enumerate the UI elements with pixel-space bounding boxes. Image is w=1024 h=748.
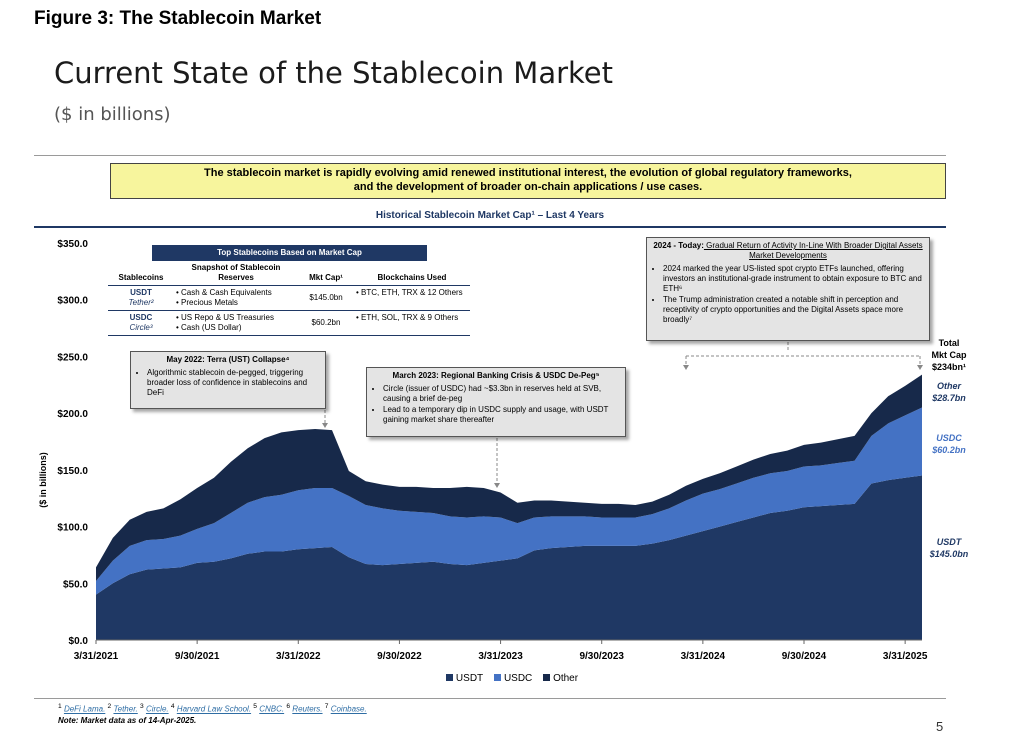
x-tick-label: 3/31/2025 (883, 651, 928, 662)
x-tick-label: 9/30/2024 (782, 651, 827, 662)
summary-banner: The stablecoin market is rapidly evolvin… (110, 163, 946, 199)
usdt-label: USDT $145.0bn (929, 537, 969, 559)
page-title: Current State of the Stablecoin Market (54, 56, 613, 90)
y-tick-label: $0.0 (69, 636, 89, 647)
col-header-chains: Blockchains Used (354, 261, 470, 286)
y-axis-title: ($ in billions) (38, 452, 48, 508)
x-tick-label: 3/31/2022 (276, 651, 321, 662)
area-usdc (96, 407, 922, 595)
callout-terra: May 2022: Terra (UST) Collapse⁴ Algorith… (130, 351, 326, 409)
callout-today-bullet: The Trump administration created a notab… (663, 295, 923, 325)
y-tick-label: $150.0 (57, 466, 88, 477)
y-tick-label: $350.0 (57, 239, 88, 250)
callout-usdc-depeg-bullet: Circle (issuer of USDC) had ~$3.3bn in r… (383, 384, 619, 404)
col-header-reserves: Snapshot of Stablecoin Reserves (174, 261, 298, 286)
x-tick-label: 3/31/2021 (74, 651, 119, 662)
mktcap-cell: $60.2bn (298, 310, 354, 336)
table-title: Top Stablecoins Based on Market Cap (152, 245, 427, 261)
arrow-head (322, 423, 328, 428)
x-axis: 3/31/2021 9/30/2021 3/31/2022 9/30/2022 3/31… (74, 639, 928, 662)
x-tick-label: 9/30/2022 (377, 651, 422, 662)
footnote-note: Note: Market data as of 14-Apr-2025. (58, 716, 197, 725)
chart-legend: USDT USDC Other (0, 673, 1024, 684)
col-header-mktcap: Mkt Cap¹ (298, 261, 354, 286)
legend-label: USDT (455, 673, 484, 684)
coin-issuer: Tether² (128, 298, 154, 307)
top-divider (34, 155, 946, 156)
area-usdt (96, 475, 922, 640)
total-mktcap-label: Total Mkt Cap $234bn¹ (931, 338, 967, 372)
source-link[interactable]: Harvard Law School. (176, 704, 252, 714)
reserves-cell: • Cash & Cash Equivalents • Precious Met… (174, 285, 298, 311)
stablecoins-table: Stablecoins Snapshot of Stablecoin Reser… (108, 261, 470, 336)
coin-issuer: Circle³ (129, 323, 153, 332)
bottom-divider (34, 698, 946, 699)
x-tick-label: 3/31/2024 (681, 651, 726, 662)
top-stablecoins-table: Top Stablecoins Based on Market Cap Stab… (108, 245, 470, 336)
y-tick-label: $300.0 (57, 296, 88, 307)
page-number: 5 (936, 719, 944, 734)
chains-cell: • ETH, SOL, TRX & 9 Others (354, 310, 470, 336)
area-other (96, 374, 922, 582)
legend-item-usdt: USDT (445, 673, 484, 684)
other-label: Other $28.7bn (932, 381, 966, 403)
figure-title: Figure 3: The Stablecoin Market (34, 8, 322, 29)
source-link[interactable]: Tether. (113, 704, 138, 714)
banner-line-1: The stablecoin market is rapidly evolvin… (204, 167, 852, 179)
usdc-label: USDC $60.2bn (932, 433, 966, 455)
source-link[interactable]: Circle. (145, 704, 169, 714)
legend-label: Other (553, 673, 579, 684)
chart-title-underline (34, 226, 946, 228)
units-note: ($ in billions) (54, 104, 171, 125)
source-link[interactable]: Reuters. (292, 704, 323, 714)
source-link[interactable]: Coinbase. (330, 704, 367, 714)
footnote-sources: 1 DeFi Lama. 2 Tether. 3 Circle. 4 Harva… (58, 703, 367, 714)
callout-today-title-rest: Gradual Return of Activity In-Line With … (703, 241, 923, 260)
arrow-head (494, 483, 500, 488)
y-axis: $0.0 $50.0 $100.0 $150.0 $200.0 $250.0 $300.0 $… (57, 239, 88, 647)
coin-cell: USDC Circle³ (108, 310, 174, 336)
callout-arrows (322, 342, 923, 488)
table-row: USDC Circle³ • US Repo & US Treasuries • … (108, 310, 470, 336)
callout-today-title-bold: 2024 - Today: (653, 241, 704, 250)
callout-terra-bullet: Algorithmic stablecoin de-pegged, trigge… (147, 368, 319, 398)
y-tick-label: $200.0 (57, 409, 88, 420)
legend-swatch (493, 674, 501, 681)
arrow-head (917, 365, 923, 370)
callout-usdc-depeg-title: March 2023: Regional Banking Crisis & US… (392, 371, 600, 380)
callout-usdc-depeg: March 2023: Regional Banking Crisis & US… (366, 367, 626, 437)
reserves-cell: • US Repo & US Treasuries • Cash (US Dol… (174, 310, 298, 336)
arrow-head (683, 365, 689, 370)
legend-item-usdc: USDC (493, 673, 533, 684)
x-tick-label: 9/30/2023 (579, 651, 624, 662)
callout-today-title: 2024 - Today: Gradual Return of Activity… (653, 241, 923, 261)
legend-swatch (543, 674, 551, 681)
callout-usdc-depeg-bullet: Lead to a temporary dip in USDC supply a… (383, 405, 619, 425)
y-tick-label: $250.0 (57, 352, 88, 363)
y-tick-label: $100.0 (57, 523, 88, 534)
coin-ticker: USDC (129, 313, 153, 322)
source-link[interactable]: CNBC. (259, 704, 285, 714)
callout-today: 2024 - Today: Gradual Return of Activity… (646, 237, 930, 341)
x-tick-label: 9/30/2021 (175, 651, 220, 662)
legend-label: USDC (503, 673, 533, 684)
callout-today-bullet: 2024 marked the year US-listed spot cryp… (663, 264, 923, 294)
table-row: USDT Tether² • Cash & Cash Equivalents • … (108, 285, 470, 311)
chains-cell: • BTC, ETH, TRX & 12 Others (354, 285, 470, 311)
coin-ticker: USDT (130, 288, 152, 297)
source-link[interactable]: DeFi Lama. (63, 704, 106, 714)
legend-swatch (445, 674, 453, 681)
x-tick-label: 3/31/2023 (478, 651, 523, 662)
table-header-row: Stablecoins Snapshot of Stablecoin Reser… (108, 261, 470, 286)
chart-areas (96, 374, 922, 640)
y-tick-label: $50.0 (63, 579, 88, 590)
coin-cell: USDT Tether² (108, 285, 174, 311)
callout-terra-title: May 2022: Terra (UST) Collapse⁴ (166, 355, 290, 364)
banner-line-2: and the development of broader on-chain … (353, 181, 703, 193)
mktcap-cell: $145.0bn (298, 285, 354, 311)
chart-title: Historical Stablecoin Market Cap¹ – Last… (375, 210, 605, 221)
legend-item-other: Other (543, 673, 578, 684)
col-header-stablecoins: Stablecoins (108, 261, 174, 286)
